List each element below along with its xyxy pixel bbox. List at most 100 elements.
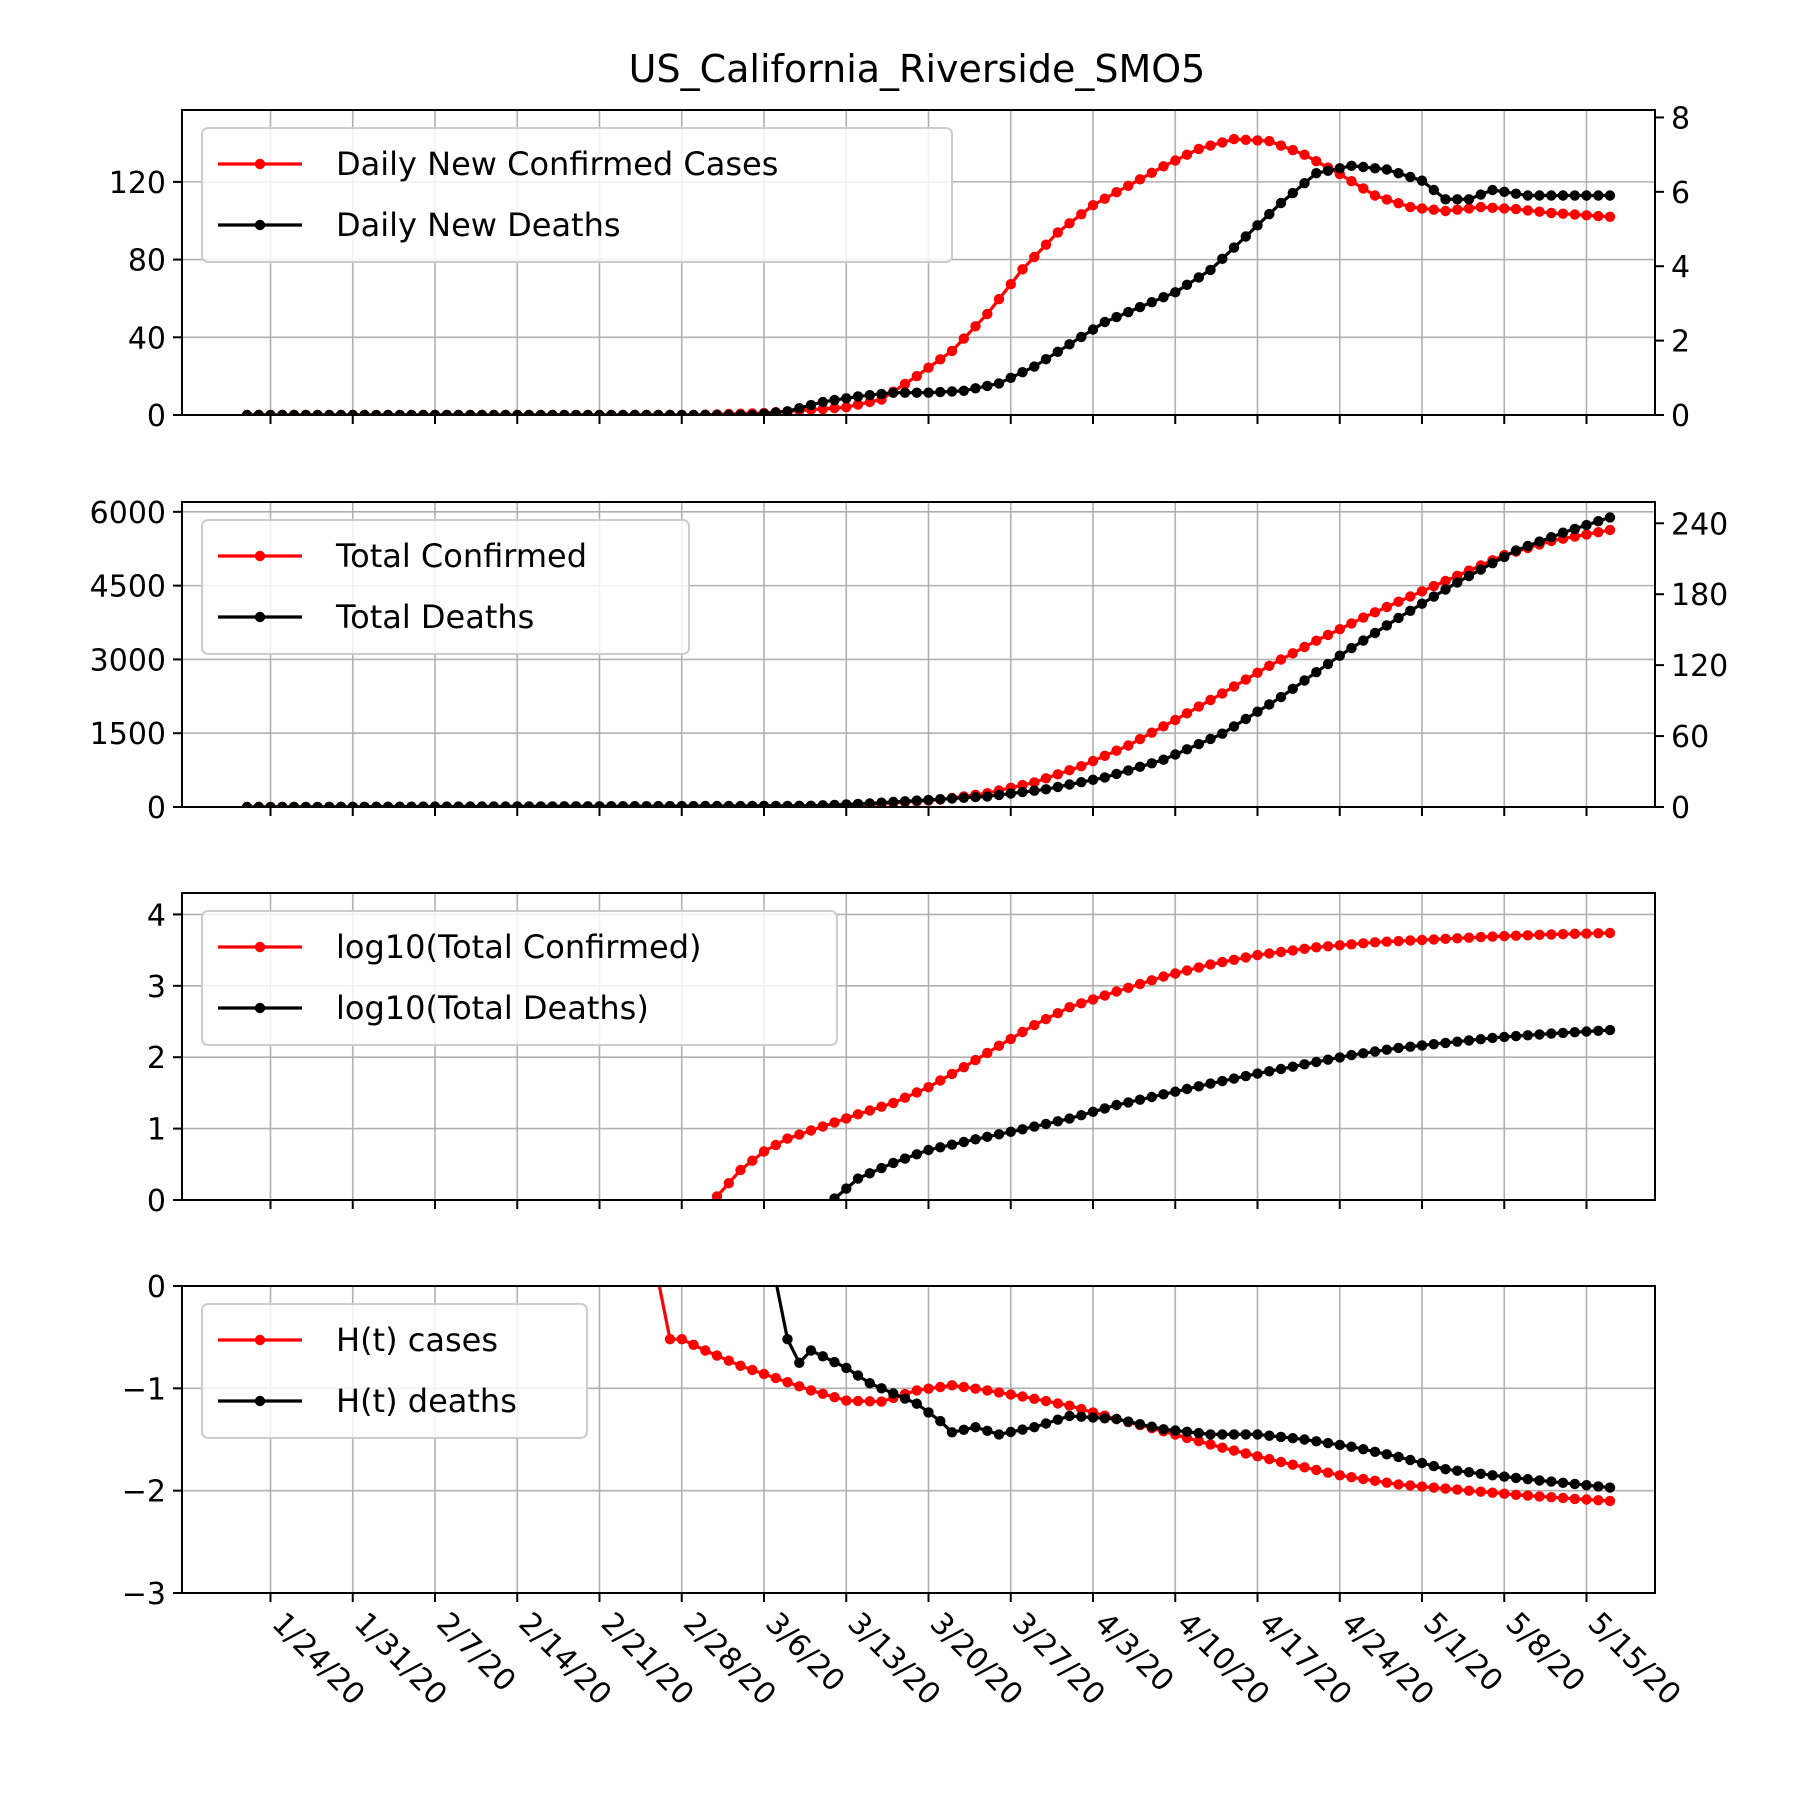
data-point — [1017, 1391, 1028, 1402]
data-point — [1040, 1013, 1052, 1025]
data-point — [946, 1427, 958, 1438]
data-point — [1076, 1403, 1087, 1415]
legend-label: H(t) deaths — [336, 1382, 517, 1420]
data-point — [1040, 1418, 1052, 1429]
data-point — [970, 321, 981, 332]
series-line — [833, 1028, 1611, 1200]
data-point — [347, 409, 358, 415]
data-point — [1228, 681, 1240, 692]
data-point — [1416, 598, 1428, 609]
data-point — [1416, 1481, 1428, 1492]
data-point — [1369, 190, 1381, 201]
data-point — [1146, 1091, 1158, 1103]
data-point — [1064, 779, 1075, 790]
y-tick-label-left: −3 — [122, 1577, 166, 1612]
data-point — [1205, 694, 1216, 706]
data-point — [1452, 1036, 1463, 1047]
data-point — [1593, 527, 1604, 538]
data-point — [911, 1398, 922, 1409]
data-point — [723, 409, 734, 415]
data-point — [1252, 706, 1263, 717]
data-point — [1087, 994, 1099, 1005]
data-point — [1416, 934, 1428, 946]
data-point — [1358, 938, 1369, 949]
series-line — [775, 1286, 1611, 1490]
data-point — [1123, 180, 1134, 191]
data-point — [241, 801, 253, 807]
data-point — [923, 794, 934, 806]
data-point — [1522, 190, 1534, 201]
data-point — [418, 409, 429, 415]
legend-marker — [254, 1395, 266, 1407]
y-tick-label-left: 6000 — [90, 496, 166, 531]
data-point — [1499, 551, 1510, 563]
data-point — [441, 409, 452, 415]
data-point — [747, 800, 758, 807]
data-point — [1381, 620, 1393, 631]
data-point — [1181, 1426, 1193, 1438]
data-point — [1029, 1393, 1040, 1405]
data-point — [876, 1383, 887, 1394]
data-point — [1228, 1073, 1240, 1084]
data-point — [629, 801, 640, 807]
legend-box — [201, 910, 838, 1046]
data-point — [1569, 1493, 1581, 1505]
data-point — [864, 1105, 875, 1116]
data-point — [1299, 1059, 1310, 1070]
data-point — [770, 1139, 781, 1151]
data-point — [288, 409, 300, 415]
data-point — [1170, 155, 1181, 166]
data-point — [1087, 324, 1099, 335]
data-point — [277, 409, 288, 415]
data-point — [1510, 203, 1522, 215]
data-point — [1170, 968, 1181, 979]
data-point — [1123, 1416, 1134, 1427]
data-point — [1217, 688, 1228, 699]
data-point — [1463, 1467, 1475, 1478]
x-tick-label: 5/15/20 — [1581, 1606, 1688, 1713]
data-point — [1322, 629, 1334, 641]
y-tick-label-right: 8 — [1671, 101, 1690, 136]
data-point — [711, 1350, 723, 1361]
data-point — [1581, 529, 1592, 540]
data-point — [1522, 540, 1534, 552]
data-point — [1405, 1480, 1416, 1491]
data-point — [1111, 745, 1122, 756]
legend-label: log10(Total Confirmed) — [336, 928, 702, 966]
data-point — [794, 800, 805, 807]
legend-marker — [254, 1002, 266, 1014]
data-point — [1416, 203, 1428, 214]
data-point — [1275, 654, 1287, 665]
data-point — [1252, 1429, 1263, 1440]
data-point — [1440, 1464, 1451, 1475]
data-point — [1170, 1086, 1181, 1097]
data-point — [1017, 1026, 1028, 1038]
data-point — [993, 1129, 1005, 1140]
data-point — [429, 801, 441, 807]
data-point — [1052, 1116, 1064, 1127]
data-point — [1099, 772, 1111, 783]
data-point — [371, 801, 382, 807]
data-point — [758, 1146, 770, 1157]
data-point — [923, 362, 934, 373]
data-point — [1052, 1008, 1064, 1019]
data-point — [1393, 612, 1404, 624]
data-point — [1546, 532, 1557, 543]
data-point — [1264, 208, 1275, 220]
data-point — [864, 1396, 875, 1407]
data-point — [1475, 1468, 1487, 1480]
data-point — [982, 791, 993, 802]
data-point — [1064, 1113, 1075, 1124]
data-point — [1064, 1400, 1075, 1411]
data-point — [1029, 251, 1040, 263]
data-point — [1040, 1118, 1052, 1130]
data-point — [1322, 165, 1334, 176]
data-point — [664, 800, 676, 807]
data-point — [841, 1362, 852, 1374]
data-point — [1005, 788, 1016, 799]
legend-label: log10(Total Deaths) — [336, 989, 649, 1027]
data-point — [958, 385, 969, 396]
data-point — [841, 1183, 852, 1194]
data-point — [770, 1372, 781, 1384]
